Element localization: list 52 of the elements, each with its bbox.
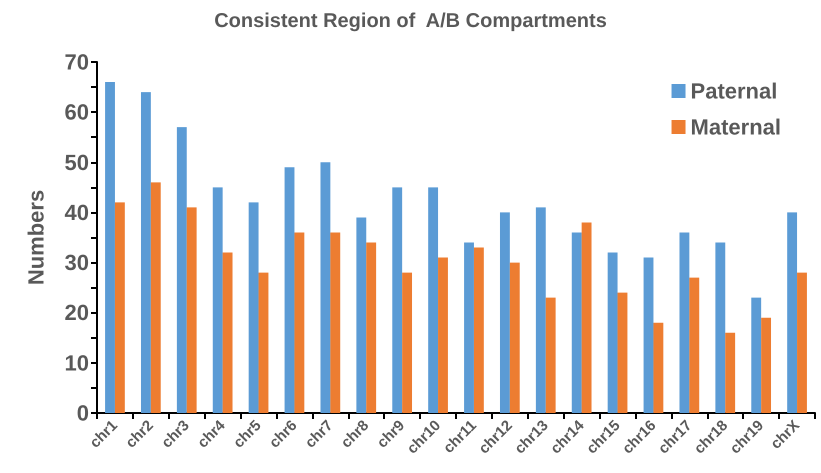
bar	[392, 187, 402, 413]
bar	[212, 187, 223, 413]
bar	[320, 162, 330, 413]
bar	[248, 202, 259, 413]
bar	[140, 92, 151, 413]
bar	[222, 252, 233, 413]
bar	[366, 242, 376, 413]
bar	[644, 258, 654, 413]
bar	[150, 182, 161, 413]
bar	[438, 258, 448, 413]
bar	[546, 298, 556, 413]
bar	[284, 167, 294, 413]
bar	[751, 298, 762, 413]
bar	[176, 127, 187, 413]
bar	[258, 272, 268, 413]
y-tick-label: 10	[64, 350, 89, 376]
bar	[679, 232, 690, 413]
y-tick-label: 40	[64, 200, 89, 225]
y-tick-label: 20	[64, 300, 89, 326]
bar	[608, 252, 618, 413]
bar	[114, 202, 125, 413]
bar	[572, 232, 582, 413]
bar	[797, 272, 807, 413]
bar	[787, 212, 798, 413]
y-tick-label: 30	[64, 250, 89, 276]
bar	[582, 222, 592, 413]
bar	[356, 217, 366, 413]
bar	[715, 242, 726, 413]
bar	[725, 332, 736, 413]
bar	[618, 292, 628, 413]
y-tick-label: 50	[64, 150, 89, 175]
bar	[536, 207, 546, 413]
bar	[402, 272, 412, 413]
y-tick-label: 70	[64, 50, 89, 74]
bar	[464, 242, 474, 413]
bar	[653, 322, 664, 413]
bar	[330, 232, 340, 413]
bar	[689, 278, 700, 413]
legend-label: Paternal	[690, 78, 778, 104]
legend-label: Maternal	[690, 114, 782, 140]
bar	[761, 318, 772, 413]
bar	[428, 187, 438, 413]
chart-title: Consistent Region of A/B Compartments	[214, 10, 607, 32]
bar	[500, 212, 510, 413]
bar	[186, 207, 197, 413]
bar	[294, 232, 304, 413]
bar	[510, 262, 520, 413]
y-tick-label: 0	[76, 400, 89, 426]
bar	[474, 248, 484, 413]
bar	[105, 82, 115, 413]
y-tick-label: 60	[64, 100, 89, 125]
y-axis-title: Numbers	[24, 190, 48, 286]
